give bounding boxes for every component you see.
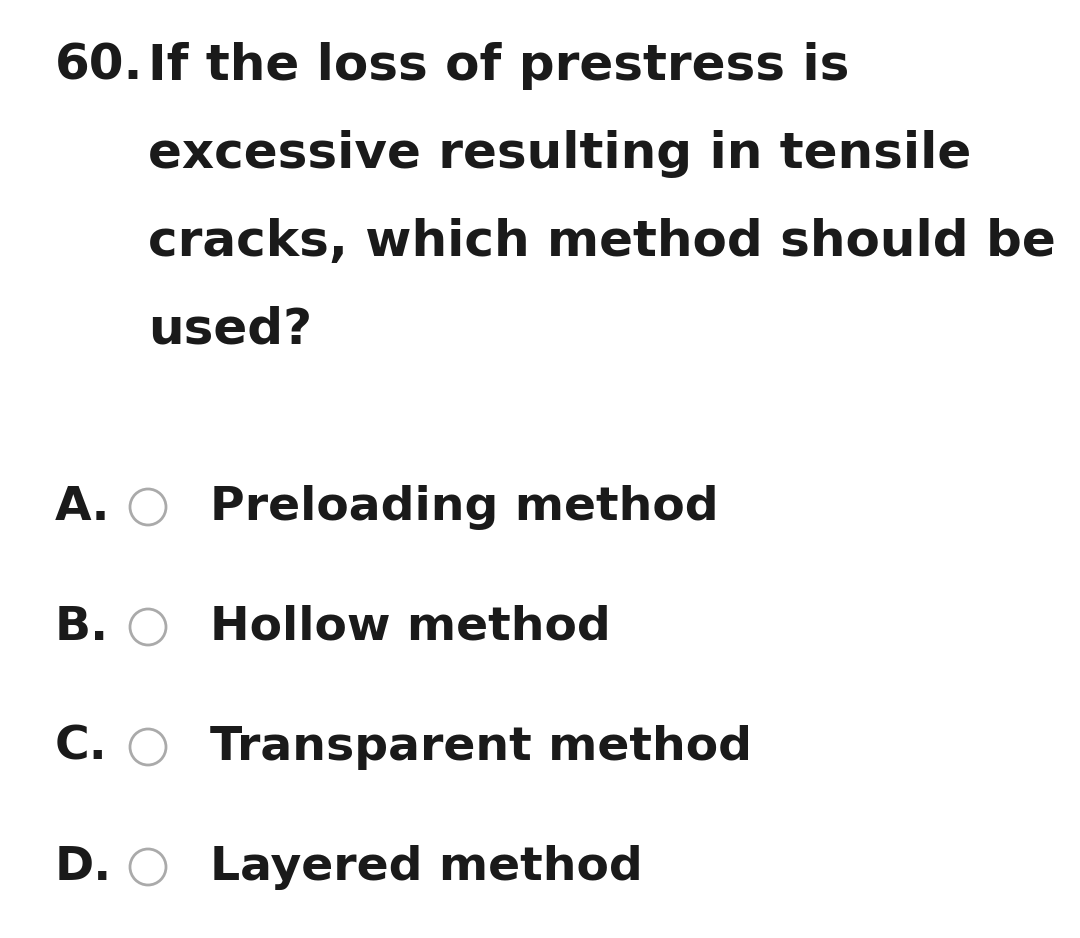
Text: used?: used? <box>148 306 312 354</box>
Text: D.: D. <box>55 844 112 889</box>
Text: Hollow method: Hollow method <box>210 604 611 649</box>
Text: 60.: 60. <box>55 42 144 90</box>
Text: B.: B. <box>55 604 109 649</box>
Text: If the loss of prestress is: If the loss of prestress is <box>148 42 849 90</box>
Text: excessive resulting in tensile: excessive resulting in tensile <box>148 130 971 178</box>
Text: A.: A. <box>55 485 110 529</box>
Text: Layered method: Layered method <box>210 844 643 889</box>
Text: C.: C. <box>55 724 108 769</box>
Text: cracks, which method should be: cracks, which method should be <box>148 218 1056 266</box>
Text: Transparent method: Transparent method <box>210 724 752 769</box>
Text: Preloading method: Preloading method <box>210 485 718 529</box>
